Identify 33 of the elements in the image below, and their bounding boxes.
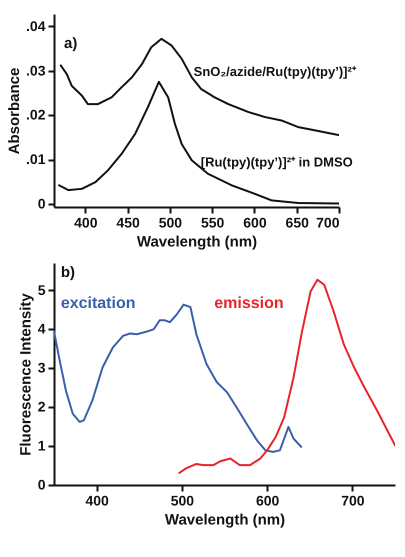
x-tick-label: 700 [316, 214, 340, 230]
x-tick-label: 700 [341, 492, 365, 508]
y-tick-label: .02 [26, 106, 46, 123]
y-tick-label: .04 [26, 18, 46, 34]
x-tick-label: 600 [256, 492, 280, 508]
x-tick-label: 450 [116, 214, 140, 230]
x-axis-title: Wavelength (nm) [136, 234, 258, 250]
series-label: [Ru(tpy)(tpy’)]²⁺ in DMSO [200, 154, 353, 170]
x-tick-label: 600 [243, 214, 267, 230]
y-tick-label: 0 [38, 195, 46, 212]
x-tick-label: 500 [170, 492, 194, 508]
y-tick-label: .01 [26, 151, 46, 168]
x-axis-title: Wavelength (nm) [164, 512, 286, 528]
series-label: SnO₂/azide/Ru(tpy)(tpy’)]²⁺ [194, 64, 357, 79]
series-label: excitation [60, 294, 136, 312]
y-tick-label: 3 [38, 360, 46, 376]
annotation: b) [60, 264, 75, 281]
y-tick-label: 1 [38, 438, 46, 454]
x-tick-label: 400 [85, 492, 110, 508]
y-tick-label: 4 [38, 320, 46, 337]
x-tick-label: 650 [286, 214, 310, 230]
x-tick-label: 500 [158, 214, 182, 230]
y-tick-label: .03 [26, 62, 46, 78]
x-tick-label: 550 [200, 214, 225, 230]
line-series [178, 278, 395, 474]
y-tick-label: 5 [38, 282, 46, 298]
x-tick-label: 400 [74, 214, 98, 230]
y-axis-title: Absorbance [6, 68, 24, 154]
annotation: a) [64, 34, 78, 52]
series-label: emission [214, 294, 284, 312]
y-tick-label: 2 [38, 398, 46, 415]
y-axis-title: Fluorescence Intensity [18, 292, 35, 456]
y-tick-label: 0 [38, 476, 46, 492]
